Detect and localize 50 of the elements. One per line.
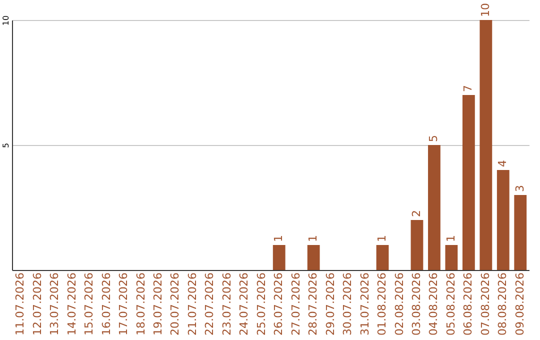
- x-tick-label: 08.08.2026: [496, 272, 510, 336]
- bar: [462, 95, 475, 270]
- x-tick-label: 13.07.2026: [48, 272, 62, 336]
- x-tick-label: 17.07.2026: [117, 272, 130, 336]
- bar: [514, 195, 527, 270]
- data-label: 1: [376, 235, 389, 242]
- x-tick-label: 23.07.2026: [220, 272, 234, 336]
- x-tick-label: 28.07.2026: [306, 272, 320, 336]
- bar: [428, 145, 440, 270]
- x-tick-label: 19.07.2026: [151, 272, 164, 336]
- x-tick-label: 02.08.2026: [392, 272, 406, 336]
- x-tick-label: 18.07.2026: [134, 272, 148, 336]
- x-tick-label: 05.08.2026: [444, 272, 458, 336]
- x-tick-label: 22.07.2026: [203, 272, 216, 336]
- data-label: 3: [513, 185, 526, 192]
- x-tick-label: 20.07.2026: [168, 272, 182, 336]
- x-tick-label: 29.07.2026: [324, 272, 337, 336]
- bar: [496, 170, 510, 270]
- x-tick-label: 09.08.2026: [513, 272, 526, 336]
- x-tick-label: 31.07.2026: [358, 272, 372, 336]
- data-label: 7: [462, 85, 475, 92]
- data-label: 5: [427, 135, 440, 142]
- x-tick-label: 24.07.2026: [238, 272, 251, 336]
- x-tick-label: 16.07.2026: [100, 272, 113, 336]
- data-label: 4: [496, 160, 510, 167]
- x-tick-label: 25.07.2026: [254, 272, 268, 336]
- data-label: 2: [410, 210, 423, 217]
- x-tick-label: 30.07.2026: [341, 272, 354, 336]
- x-tick-label: 27.07.2026: [289, 272, 302, 336]
- x-tick-label: 21.07.2026: [186, 272, 199, 336]
- data-label: 1: [306, 235, 320, 242]
- bar: [376, 245, 389, 270]
- data-label: 1: [444, 235, 458, 242]
- bar: [480, 20, 492, 270]
- x-tick-label: 14.07.2026: [65, 272, 78, 336]
- x-tick-label: 04.08.2026: [427, 272, 440, 336]
- bar: [410, 220, 424, 270]
- bar: [445, 245, 458, 270]
- x-tick-label: 01.08.2026: [376, 272, 389, 336]
- data-label: 1: [272, 235, 286, 242]
- x-tick-label: 12.07.2026: [30, 272, 44, 336]
- x-tick-label: 15.07.2026: [82, 272, 96, 336]
- x-tick-label: 07.08.2026: [478, 272, 492, 336]
- x-tick-label: 26.07.2026: [272, 272, 286, 336]
- bar: [307, 245, 320, 270]
- x-tick-label: 03.08.2026: [410, 272, 423, 336]
- x-tick-label: 06.08.2026: [462, 272, 475, 336]
- data-label: 10: [478, 3, 492, 17]
- bar: [272, 245, 286, 270]
- x-tick-label: 11.07.2026: [14, 272, 27, 336]
